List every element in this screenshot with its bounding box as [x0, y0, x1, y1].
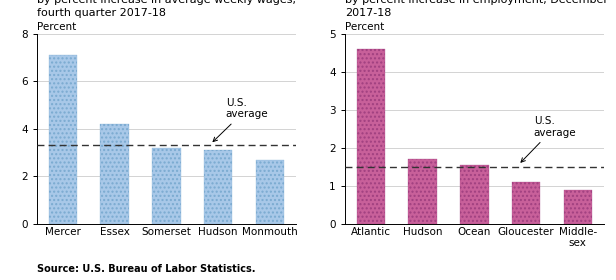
Bar [357, 49, 385, 224]
Text: Chart 2. Large counties in New Jersey ranked
by percent increase in employment, : Chart 2. Large counties in New Jersey ra… [345, 0, 608, 18]
Text: Percent: Percent [37, 22, 76, 32]
Bar [100, 124, 129, 224]
Bar [49, 55, 77, 224]
Text: Percent: Percent [345, 22, 384, 32]
Bar [256, 160, 284, 224]
Text: U.S.
average: U.S. average [521, 116, 577, 162]
Bar [152, 148, 180, 224]
Bar [408, 159, 437, 224]
Text: U.S.
average: U.S. average [213, 98, 269, 142]
Text: Chart 1. Large counties in New Jersey ranked
by percent increase in average week: Chart 1. Large counties in New Jersey ra… [37, 0, 296, 18]
Bar [460, 165, 488, 224]
Bar [564, 190, 592, 224]
Bar [204, 150, 232, 224]
Bar [512, 182, 540, 224]
Text: Source: U.S. Bureau of Labor Statistics.: Source: U.S. Bureau of Labor Statistics. [37, 264, 256, 274]
